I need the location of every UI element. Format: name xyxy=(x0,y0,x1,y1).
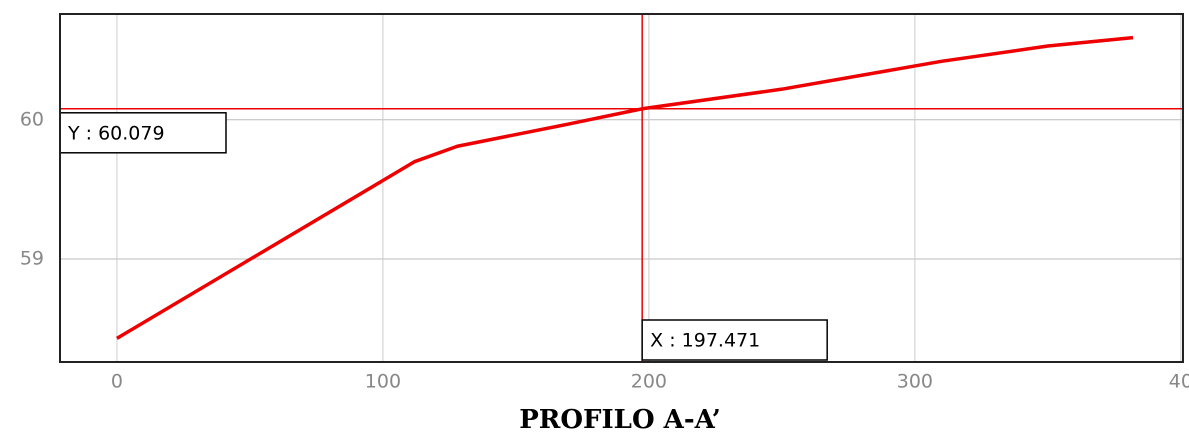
data-line xyxy=(116,35,1134,340)
plot-frame xyxy=(59,13,1184,363)
x-tick-label: 200 xyxy=(631,371,667,393)
y-tick-label: 60 xyxy=(20,108,44,130)
y-readout: Y : 60.079 xyxy=(59,112,227,154)
x-tick-label: 0 xyxy=(111,371,123,393)
y-readout-text: Y : 60.079 xyxy=(67,122,165,144)
y-readout-box xyxy=(59,112,227,154)
x-readout: X : 197.471 xyxy=(641,319,828,361)
x-tick-label: 40 xyxy=(1169,371,1189,393)
chart-title: PROFILO A-A’ xyxy=(519,405,721,435)
x-readout-text: X : 197.471 xyxy=(650,330,760,352)
x-readout-box xyxy=(641,319,828,361)
x-tick-label: 300 xyxy=(897,371,933,393)
x-tick-label: 100 xyxy=(365,371,401,393)
y-tick-label: 59 xyxy=(20,247,44,269)
